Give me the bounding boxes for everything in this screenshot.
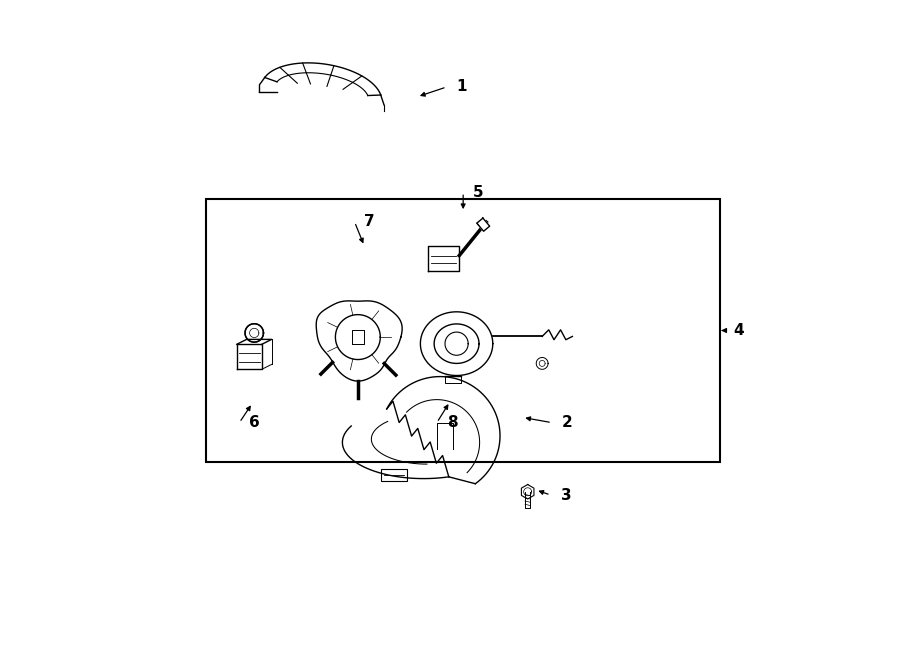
Polygon shape: [245, 324, 264, 342]
Text: 3: 3: [561, 488, 572, 502]
Text: 6: 6: [249, 415, 260, 430]
Text: 8: 8: [446, 415, 457, 430]
Text: 4: 4: [733, 323, 743, 338]
Text: 7: 7: [364, 214, 375, 229]
Bar: [206, 199, 720, 462]
Text: 1: 1: [456, 79, 467, 95]
Bar: [381, 469, 407, 481]
Polygon shape: [477, 218, 490, 231]
Text: 5: 5: [473, 185, 483, 200]
Text: 2: 2: [562, 415, 572, 430]
